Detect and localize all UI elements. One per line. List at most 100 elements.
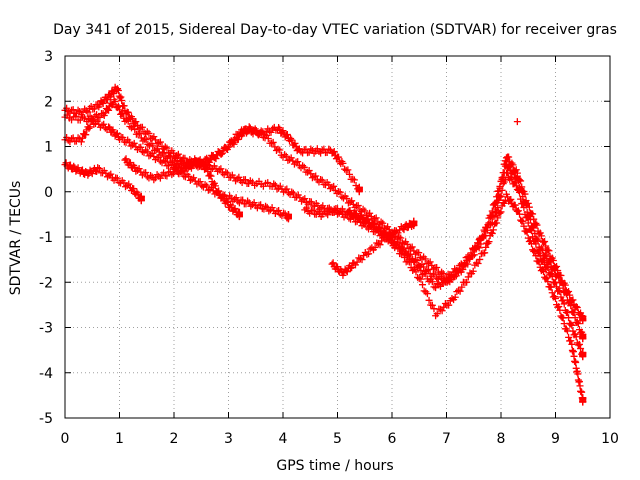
- data-point-marker: [489, 226, 497, 234]
- data-point-marker: [283, 185, 291, 193]
- x-tick-label: 9: [551, 431, 560, 447]
- data-point-marker: [452, 272, 460, 280]
- data-point-marker: [124, 108, 132, 116]
- data-point-marker: [548, 273, 556, 281]
- data-point-marker: [572, 303, 580, 311]
- data-point-marker: [156, 138, 164, 146]
- data-point-marker: [234, 197, 242, 205]
- satellite-track-7: [301, 190, 587, 406]
- data-point-marker: [257, 127, 265, 135]
- data-point-marker: [246, 125, 254, 133]
- data-point-marker: [432, 284, 440, 292]
- data-point-marker: [329, 259, 337, 267]
- y-tick-label: -2: [39, 275, 53, 291]
- data-point-marker: [475, 244, 483, 252]
- data-point-marker: [483, 226, 491, 234]
- data-point-marker: [540, 256, 548, 264]
- data-point-marker: [294, 158, 302, 166]
- data-point-marker: [524, 219, 532, 227]
- data-point-marker: [234, 135, 242, 143]
- data-point-marker: [119, 134, 127, 142]
- data-point-marker: [356, 206, 364, 214]
- data-point-marker: [385, 235, 393, 243]
- data-point-marker: [377, 225, 385, 233]
- data-point-marker: [372, 214, 380, 222]
- data-point-marker: [549, 256, 557, 264]
- data-point-marker: [485, 238, 493, 246]
- data-point-marker: [513, 118, 521, 126]
- data-point-marker: [494, 214, 502, 222]
- data-point-marker: [220, 144, 228, 152]
- data-point-marker: [150, 133, 158, 141]
- data-point-marker: [366, 209, 374, 217]
- data-point-marker: [538, 257, 546, 265]
- data-point-marker: [330, 182, 338, 190]
- satellite-track-5: [121, 155, 243, 221]
- data-point-marker: [364, 215, 372, 223]
- data-point-marker: [287, 154, 295, 162]
- data-point-marker: [235, 213, 243, 221]
- data-point-marker: [579, 394, 587, 402]
- data-point-marker: [575, 340, 583, 348]
- data-point-marker: [230, 140, 238, 148]
- data-point-marker: [382, 228, 390, 236]
- data-point-marker: [415, 249, 423, 257]
- data-point-marker: [497, 192, 505, 200]
- data-point-marker: [316, 209, 324, 217]
- data-points: [61, 83, 587, 406]
- satellite-track-9: [344, 169, 587, 361]
- data-point-marker: [519, 217, 527, 225]
- data-point-marker: [541, 238, 549, 246]
- data-point-marker: [574, 370, 582, 378]
- data-point-marker: [215, 166, 223, 174]
- data-point-marker: [328, 183, 336, 191]
- data-point-marker: [360, 252, 368, 260]
- data-point-marker: [100, 120, 108, 128]
- data-point-marker: [275, 123, 283, 131]
- data-point-marker: [444, 277, 452, 285]
- x-tick-label: 4: [279, 431, 288, 447]
- data-point-marker: [419, 281, 427, 289]
- data-point-marker: [335, 208, 343, 216]
- data-point-marker: [147, 172, 155, 180]
- data-point-marker: [359, 205, 367, 213]
- data-point-marker: [574, 320, 582, 328]
- data-point-marker: [132, 118, 140, 126]
- data-point-marker: [529, 210, 537, 218]
- data-point-marker: [500, 199, 508, 207]
- data-point-marker: [94, 164, 102, 172]
- data-point-marker: [211, 182, 219, 190]
- data-point-marker: [547, 270, 555, 278]
- data-point-marker: [156, 174, 164, 182]
- data-point-marker: [86, 123, 94, 131]
- data-point-marker: [500, 160, 508, 168]
- data-point-marker: [345, 170, 353, 178]
- data-point-marker: [139, 137, 147, 145]
- data-point-marker: [117, 93, 125, 101]
- y-axis-label: SDTVAR / TECUs: [8, 181, 24, 296]
- data-point-marker: [161, 157, 169, 165]
- data-point-marker: [196, 178, 204, 186]
- data-point-marker: [559, 297, 567, 305]
- data-point-marker: [509, 161, 517, 169]
- data-point-marker: [203, 163, 211, 171]
- data-point-marker: [74, 106, 82, 114]
- data-point-marker: [463, 278, 471, 286]
- data-point-marker: [464, 273, 472, 281]
- data-point-marker: [309, 206, 317, 214]
- data-point-marker: [239, 196, 247, 204]
- data-point-marker: [96, 113, 104, 121]
- data-point-marker: [107, 170, 115, 178]
- data-point-marker: [395, 240, 403, 248]
- data-point-marker: [545, 247, 553, 255]
- data-point-marker: [410, 221, 418, 229]
- data-point-marker: [274, 145, 282, 153]
- data-point-marker: [346, 207, 354, 215]
- data-point-marker: [281, 186, 289, 194]
- data-point-marker: [563, 309, 571, 317]
- data-point-marker: [173, 160, 181, 168]
- data-point-marker: [125, 180, 133, 188]
- data-point-marker: [504, 169, 512, 177]
- data-point-marker: [273, 207, 281, 215]
